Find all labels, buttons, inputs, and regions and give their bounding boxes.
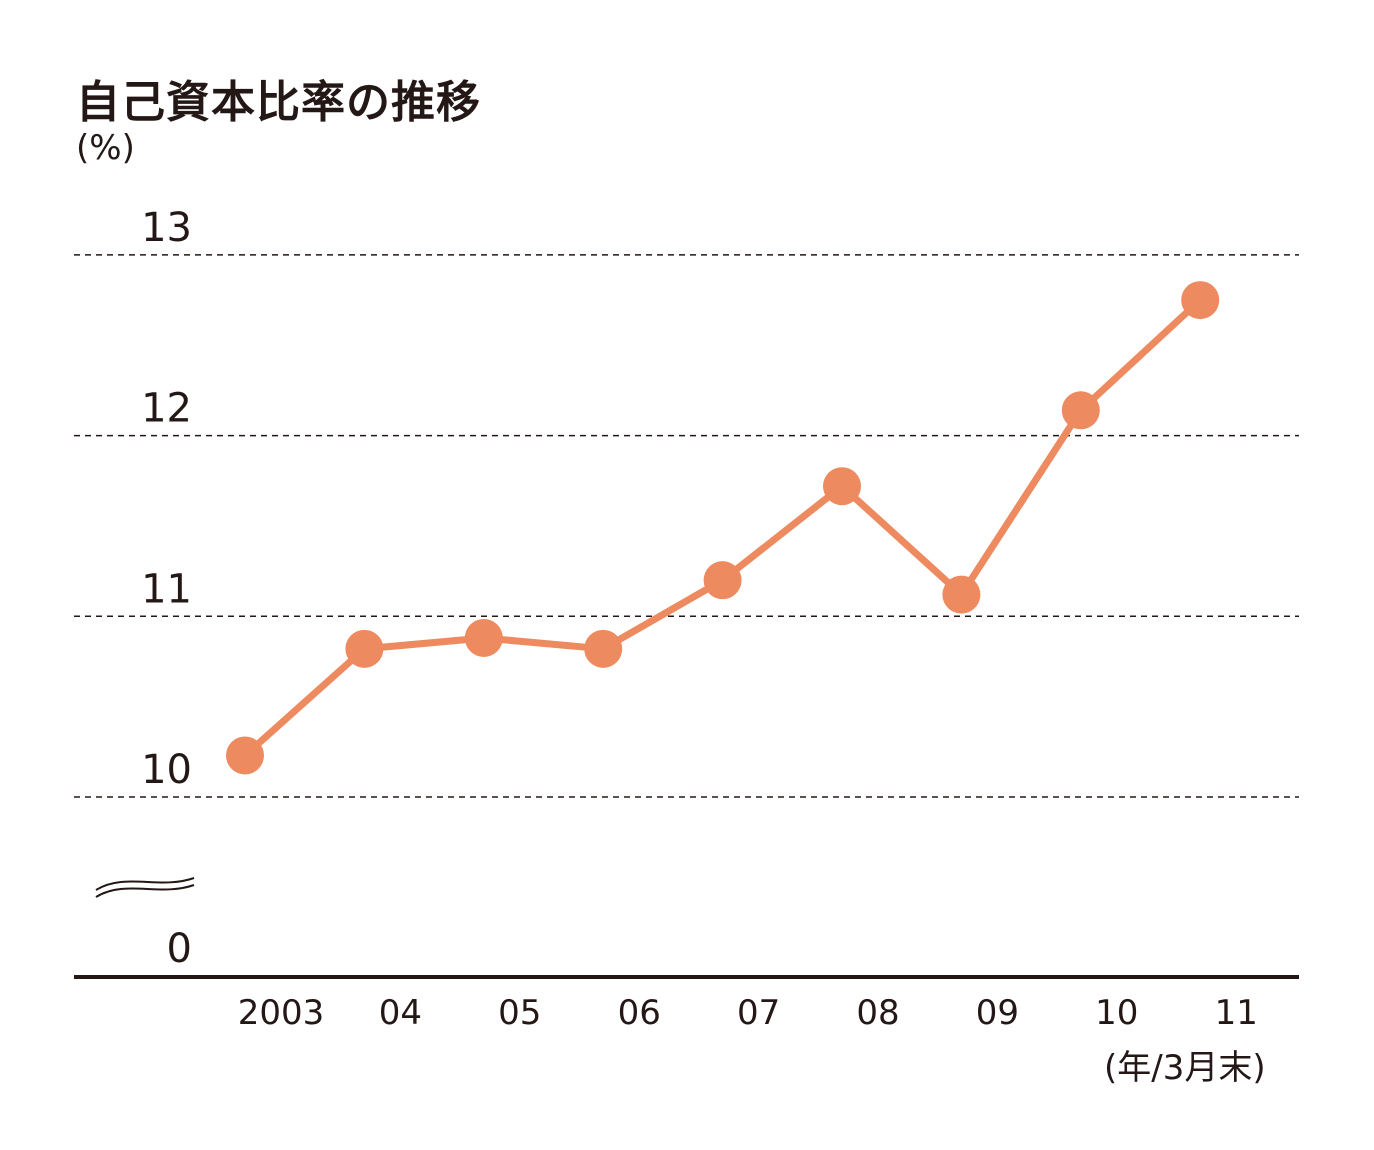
x-tick-label: 06 bbox=[618, 993, 661, 1033]
data-point bbox=[1181, 281, 1220, 320]
y-tick-label: 12 bbox=[141, 386, 192, 432]
y-tick-label: 11 bbox=[141, 566, 192, 612]
x-tick-label: 04 bbox=[379, 993, 422, 1033]
data-point bbox=[464, 618, 503, 657]
x-tick-label: 10 bbox=[1095, 993, 1138, 1033]
x-tick-label: 11 bbox=[1215, 993, 1258, 1033]
x-tick-label: 2003 bbox=[238, 993, 325, 1033]
grid-lines bbox=[74, 254, 1299, 798]
x-axis-unit-label: (年/3月末) bbox=[1104, 1048, 1266, 1088]
axis-break-symbol bbox=[95, 877, 195, 898]
data-point bbox=[345, 629, 384, 668]
x-tick-label: 07 bbox=[737, 993, 780, 1033]
data-point bbox=[942, 575, 981, 614]
x-tick-label: 05 bbox=[498, 993, 541, 1033]
y-tick-label: 13 bbox=[141, 205, 192, 251]
x-tick-label: 08 bbox=[856, 993, 899, 1033]
data-point bbox=[1061, 391, 1100, 430]
data-point bbox=[823, 467, 861, 506]
data-point bbox=[703, 561, 742, 600]
x-axis-ticks: 2003 04 05 06 07 08 09 10 11 bbox=[238, 993, 1258, 1033]
y-tick-label: 0 bbox=[167, 926, 192, 972]
data-series bbox=[226, 281, 1220, 775]
y-tick-label: 10 bbox=[141, 747, 192, 793]
series-line bbox=[242, 297, 1203, 759]
y-axis-ticks: 13 12 11 10 0 bbox=[141, 205, 192, 972]
x-tick-label: 09 bbox=[976, 993, 1019, 1033]
data-point bbox=[226, 736, 264, 775]
y-axis-unit-label: (%) bbox=[76, 128, 135, 168]
data-point bbox=[584, 629, 623, 668]
chart-title: 自己資本比率の推移 bbox=[76, 77, 481, 128]
